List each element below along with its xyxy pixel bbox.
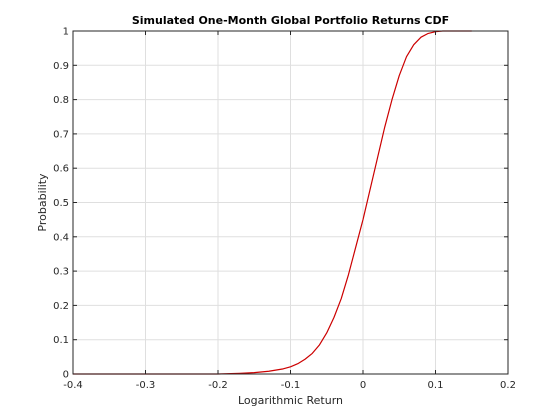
y-tick-label: 0.1 — [53, 335, 69, 346]
chart-title: Simulated One-Month Global Portfolio Ret… — [132, 14, 449, 27]
y-tick-label: 0.2 — [53, 301, 69, 312]
y-tick-label: 0.3 — [53, 267, 69, 278]
y-tick-label: 1 — [63, 27, 69, 38]
x-tick-label: 0.2 — [500, 380, 516, 391]
x-tick-label: 0.1 — [428, 380, 444, 391]
y-tick-label: 0.8 — [53, 95, 69, 106]
y-tick-label: 0.9 — [53, 61, 69, 72]
y-axis-label: Probability — [36, 173, 49, 232]
y-tick-label: 0.7 — [53, 129, 69, 140]
y-tick-label: 0.6 — [53, 164, 69, 175]
y-tick-label: 0 — [63, 370, 69, 381]
x-tick-label: 0 — [360, 380, 366, 391]
x-tick-label: -0.3 — [136, 380, 156, 391]
y-tick-label: 0.4 — [53, 232, 69, 243]
x-tick-label: -0.2 — [208, 380, 228, 391]
cdf-line — [73, 30, 472, 375]
x-tick-label: -0.4 — [63, 380, 83, 391]
x-tick-label: -0.1 — [281, 380, 301, 391]
x-axis-label: Logarithmic Return — [238, 394, 343, 407]
y-tick-label: 0.5 — [53, 198, 69, 209]
series-layer — [73, 30, 472, 375]
axis-ticks: -0.4 -0.3 -0.2 -0.1 0 0.1 0.2 0 0.1 0.2 0.3 0.4 0.5 0… — [53, 27, 516, 392]
